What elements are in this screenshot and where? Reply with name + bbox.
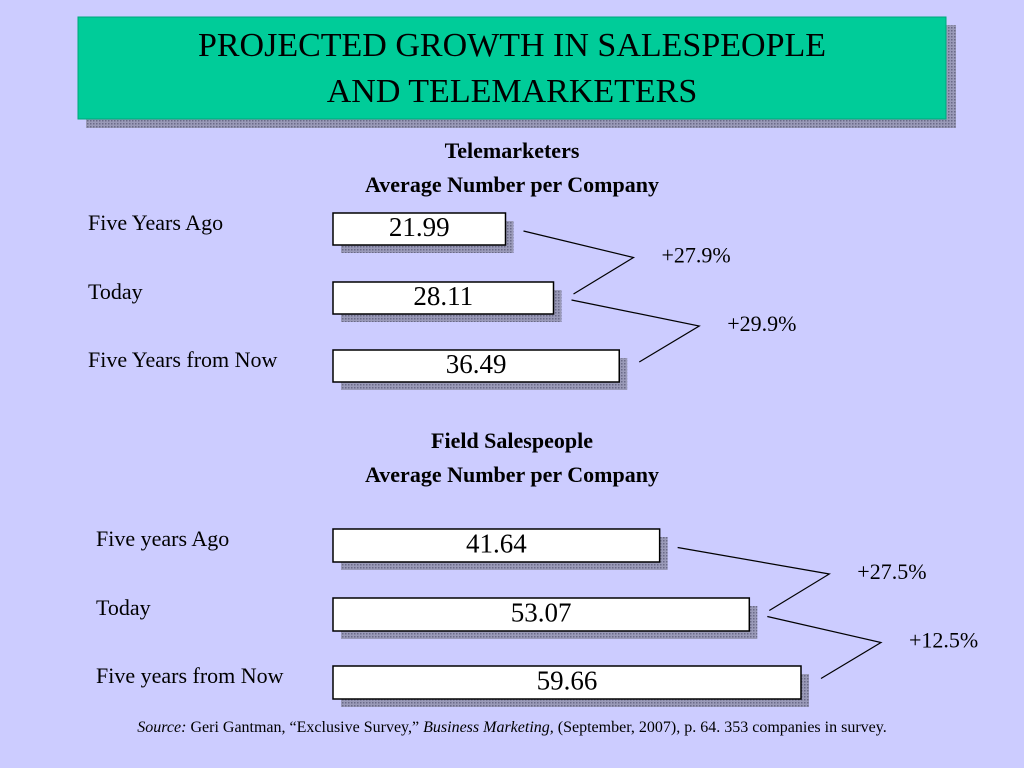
bar	[332, 281, 555, 315]
bar	[332, 212, 507, 246]
category-label: Five years Ago	[96, 526, 229, 551]
source-publication: Business Marketing,	[423, 719, 554, 736]
growth-bracket	[677, 546, 831, 612]
chart-subtitle: Average Number per Company	[365, 172, 659, 197]
title: AND TELEMARKETERS	[327, 73, 698, 110]
bar	[332, 665, 802, 700]
source-rest: (September, 2007), p. 64. 353 companies …	[558, 719, 887, 736]
bar	[332, 528, 661, 563]
source-label: Source:	[137, 719, 186, 736]
value-label: 36.49	[446, 349, 507, 379]
chart-title: Field Salespeople	[431, 428, 593, 453]
growth-annotation: +27.5%	[857, 559, 926, 584]
growth-annotation: +27.9%	[662, 243, 731, 268]
chart-title: Telemarketers	[445, 138, 580, 163]
title-box	[77, 16, 947, 120]
category-label: Five Years from Now	[88, 347, 278, 372]
value-label: 28.11	[413, 281, 473, 311]
source-note: Source: Geri Gantman, “Exclusive Survey,…	[137, 719, 886, 736]
value-label: 41.64	[466, 529, 527, 559]
bar	[332, 349, 620, 383]
growth-bracket	[523, 230, 636, 295]
value-label: 53.07	[511, 598, 572, 628]
value-label: 59.66	[537, 666, 598, 696]
growth-bracket	[767, 615, 883, 680]
category-label: Today	[96, 595, 151, 620]
category-label: Five Years Ago	[88, 210, 223, 235]
growth-annotation: +12.5%	[909, 628, 978, 653]
bar	[332, 597, 751, 632]
charts: Telemarketers Average Number per Company F…	[88, 138, 978, 707]
title: PROJECTED GROWTH IN SALESPEOPLE	[198, 27, 826, 64]
value-label: 21.99	[389, 212, 450, 242]
growth-bracket	[571, 299, 701, 363]
category-label: Five years from Now	[96, 663, 284, 688]
chart-subtitle: Average Number per Company	[365, 462, 659, 487]
growth-annotation: +29.9%	[727, 311, 796, 336]
source-author: Geri Gantman, “Exclusive Survey,”	[190, 719, 419, 736]
category-label: Today	[88, 279, 143, 304]
